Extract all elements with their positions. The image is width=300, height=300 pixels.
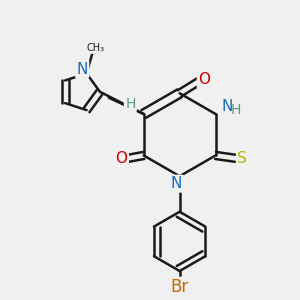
Text: CH₃: CH₃ — [86, 43, 104, 53]
Text: N: N — [222, 99, 233, 114]
Text: O: O — [116, 151, 128, 166]
Text: H: H — [230, 103, 241, 116]
Text: N: N — [76, 61, 88, 76]
Text: H: H — [125, 97, 136, 111]
Text: O: O — [198, 72, 210, 87]
Text: S: S — [237, 151, 247, 166]
Text: Br: Br — [170, 278, 189, 296]
Text: N: N — [171, 176, 182, 191]
